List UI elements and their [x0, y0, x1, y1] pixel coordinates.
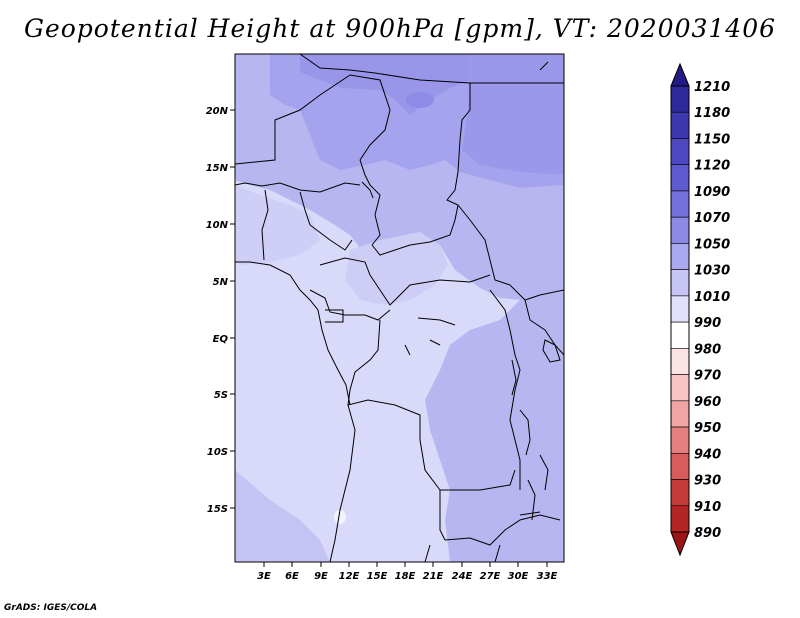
colorbar-segment: [670, 479, 690, 507]
colorbar-label: 1150: [694, 132, 730, 147]
lon-label: 18E: [395, 571, 416, 582]
colorbar-segment: [670, 348, 690, 375]
lon-label: 6E: [285, 571, 299, 582]
lat-labels: 20N 15N 10N 5N EQ 5S 10S 15S: [206, 106, 229, 515]
lon-labels: 3E 6E 9E 12E 15E 18E 21E 24E 27E 30E 33E: [257, 571, 557, 582]
colorbar-label: 930: [694, 474, 721, 489]
colorbar-top-triangle: [670, 62, 690, 87]
colorbar-label: 1010: [694, 290, 730, 305]
map-title: Geopotential Height at 900hPa [gpm], VT:…: [23, 14, 777, 43]
colorbar-segment: [670, 426, 690, 454]
colorbar-label: 1050: [694, 237, 730, 252]
colorbar-label: 960: [694, 395, 721, 410]
grads-credit: GrADS: IGES/COLA: [4, 603, 98, 613]
colorbar-label: 1180: [694, 106, 730, 121]
colorbar-label: 1070: [694, 211, 730, 226]
colorbar-segment: [670, 321, 690, 349]
colorbar-label: 950: [694, 421, 721, 436]
colorbar-label: 1090: [694, 185, 730, 200]
colorbar-label: 940: [694, 447, 721, 462]
colorbar-segment: [670, 400, 690, 428]
colorbar-segment: [670, 164, 690, 192]
colorbar-segment: [670, 85, 690, 113]
lon-label: 27E: [480, 571, 501, 582]
country-borders: [235, 54, 564, 562]
map-panel: 20N 15N 10N 5N EQ 5S 10S 15S 3E 6E 9E: [206, 53, 565, 582]
colorbar-label: 1120: [694, 159, 730, 174]
lat-ticks: [230, 109, 235, 509]
lon-label: 30E: [508, 571, 529, 582]
colorbar-label: 970: [694, 369, 721, 384]
colorbar-segment: [670, 190, 690, 218]
lat-label: 15S: [207, 504, 228, 515]
lat-label: 5N: [213, 277, 229, 288]
colorbar-segment: [670, 138, 690, 166]
lon-label: 9E: [314, 571, 328, 582]
lon-label: 33E: [537, 571, 558, 582]
colorbar-label: 1210: [694, 80, 730, 95]
lon-label: 24E: [452, 571, 473, 582]
lon-label: 15E: [367, 571, 388, 582]
lat-label: 20N: [206, 106, 229, 117]
lat-label: 15N: [206, 163, 229, 174]
colorbar-segment: [670, 374, 690, 402]
height-field: [235, 54, 564, 562]
colorbar-label: 980: [694, 342, 721, 357]
colorbar-label: 890: [694, 526, 721, 541]
colorbar-frame: [670, 85, 690, 533]
colorbar-label: 910: [694, 500, 721, 515]
lon-label: 12E: [339, 571, 360, 582]
colorbar-segment: [670, 505, 690, 533]
colorbar-segment: [670, 216, 690, 244]
colorbar: 1210 1180 1150 1120 1090 1070 1050 1030 1010 990 9…: [670, 62, 730, 557]
lon-ticks: [263, 562, 548, 567]
colorbar-segment: [670, 295, 690, 323]
lat-label: 10S: [207, 447, 228, 458]
colorbar-bottom-triangle: [670, 531, 690, 557]
colorbar-segment: [670, 269, 690, 297]
lon-label: 21E: [423, 571, 444, 582]
colorbar-label: 1030: [694, 264, 730, 279]
colorbar-segment: [670, 111, 690, 139]
colorbar-segment: [670, 243, 690, 270]
lat-label: EQ: [213, 334, 229, 345]
lat-label: 10N: [206, 220, 229, 231]
lat-label: 5S: [214, 390, 228, 401]
lon-label: 3E: [257, 571, 271, 582]
map-frame: [234, 53, 565, 563]
colorbar-label: 990: [694, 316, 721, 331]
colorbar-segment: [670, 452, 690, 480]
